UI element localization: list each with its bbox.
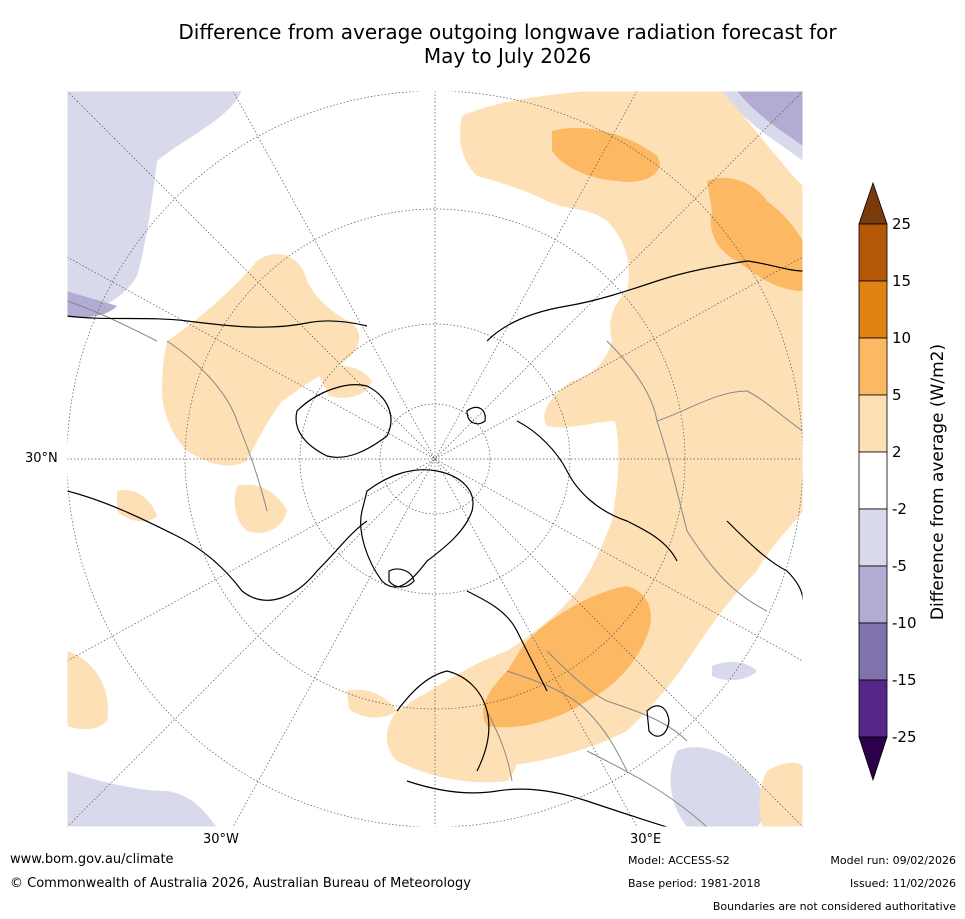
coast-canadian-arctic [295,384,392,458]
tick-neg10: -10 [892,614,917,632]
tick-5: 5 [892,386,902,404]
anomaly-pacific-small [117,490,157,522]
coast-alaska [67,315,368,328]
footer-model: Model: ACCESS-S2 [628,854,730,867]
parallel-50n [184,208,686,710]
anomaly-siberia-east [397,91,803,766]
anomaly-siberia-core [552,127,660,182]
coast-mediterranean [406,780,668,827]
graticule [67,91,803,827]
colorbar: 25 15 10 5 2 -2 -5 -10 -15 -25 Differenc… [858,181,948,782]
footer-issued: Issued: 11/02/2026 [849,877,956,890]
colorbar-bottom-arrow [858,736,888,782]
lon-label-30e: 30°E [630,832,662,847]
colorbar-band-neg10-neg15 [858,622,888,681]
tick-25: 25 [892,215,911,233]
colorbar-band-2-5 [858,394,888,453]
title-line-1: Difference from average outgoing longwav… [178,20,837,44]
anomaly-ne-purple [737,91,803,146]
polar-map [67,91,803,827]
tick-neg5: -5 [892,557,907,575]
coast-russia-arctic [516,420,678,562]
coast-europe-west [396,670,490,772]
colorbar-band-5-10 [858,337,888,396]
coast-iceland [388,568,415,588]
anomaly-se-corner [759,762,803,827]
coast-caspian [646,705,670,737]
parallel-70n [299,323,571,595]
anomaly-sw-corner [67,771,217,827]
country-borders [67,300,803,827]
coast-siberia [486,260,803,342]
tick-neg15: -15 [892,671,917,689]
anomaly-far-east [707,177,803,291]
anomaly-nw-pacific [67,91,242,316]
coast-scandinavia [466,590,548,692]
tick-10: 10 [892,329,911,347]
anomaly-north-america [162,253,360,466]
colorbar-band-neutral [858,451,888,510]
colorbar-top-arrow [858,181,888,225]
footer-model-run: Model run: 09/02/2026 [830,854,956,867]
coast-greenland [360,469,474,588]
anomaly-sw-pacific [67,651,108,730]
anomaly-n-atlantic [234,484,287,533]
coast-svalbard [466,406,486,425]
footer-base-period: Base period: 1981-2018 [628,877,761,890]
map-title: Difference from average outgoing longwav… [50,20,965,68]
strong-positive-regions [483,127,803,728]
anomaly-se-2 [670,747,766,827]
lat-label-30n: 30°N [25,451,58,466]
tick-neg2: -2 [892,500,907,518]
footer-url[interactable]: www.bom.gov.au/climate [10,852,174,867]
anomaly-se-3 [712,661,757,681]
anomaly-eastern-europe [483,586,651,728]
anomaly-n-africa [347,689,397,718]
colorbar-band-neg15-neg25 [858,679,888,738]
colorbar-band-neg5-neg10 [858,565,888,624]
title-line-2: May to July 2026 [423,44,592,68]
footer-disclaimer: Boundaries are not considered authoritat… [712,900,956,913]
lon-label-30w: 30°W [203,832,239,847]
anomaly-w-purple [67,291,117,318]
tick-15: 15 [892,272,911,290]
tick-neg25: -25 [892,728,917,746]
coastlines [67,260,803,827]
coast-north-america [67,490,368,601]
tick-2: 2 [892,443,902,461]
footer-copyright: © Commonwealth of Australia 2026, Austra… [10,876,471,891]
colorbar-label: Difference from average (W/m2) [928,344,948,620]
colorbar-band-15-25 [858,223,888,282]
colorbar-band-10-15 [858,280,888,339]
coast-east-asia [726,520,803,602]
colorbar-band-neg2-neg5 [858,508,888,567]
